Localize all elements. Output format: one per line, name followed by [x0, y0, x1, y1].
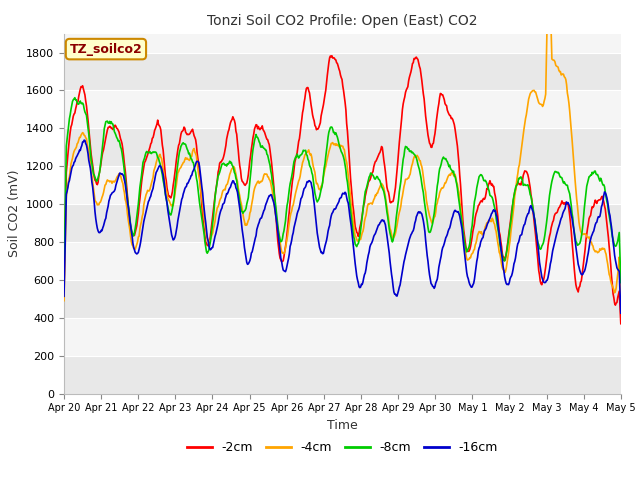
-16cm [128, 234, 136, 240]
-4cm [70, 148, 78, 154]
-2cm [184, 132, 192, 137]
Line: -4cm: -4cm [64, 0, 621, 300]
-8cm [185, 151, 193, 157]
Title: Tonzi Soil CO2 Profile: Open (East) CO2: Tonzi Soil CO2 Profile: Open (East) CO2 [207, 14, 477, 28]
-4cm [426, 216, 434, 221]
Bar [64, 34, 621, 52]
-8cm [71, 95, 79, 101]
-8cm [60, 271, 68, 277]
Bar [64, 280, 621, 318]
Line: -2cm: -2cm [64, 56, 621, 324]
-16cm [185, 179, 193, 185]
-4cm [617, 293, 625, 299]
-2cm [127, 229, 135, 235]
X-axis label: Time: Time [327, 419, 358, 432]
Bar [64, 166, 621, 204]
-16cm [411, 220, 419, 226]
-2cm [411, 56, 419, 62]
Bar [64, 356, 621, 394]
Bar [64, 242, 621, 280]
Line: -16cm: -16cm [64, 140, 621, 313]
Legend: -2cm, -4cm, -8cm, -16cm: -2cm, -4cm, -8cm, -16cm [182, 436, 503, 459]
-2cm [60, 286, 68, 291]
Bar [64, 52, 621, 90]
-8cm [70, 96, 78, 102]
-8cm [128, 229, 136, 235]
-2cm [214, 177, 221, 183]
-16cm [214, 220, 222, 226]
Bar [64, 204, 621, 242]
Line: -8cm: -8cm [64, 98, 621, 283]
-8cm [617, 280, 625, 286]
-16cm [60, 293, 68, 299]
-16cm [70, 159, 78, 165]
Bar [64, 128, 621, 166]
-2cm [428, 144, 435, 150]
-2cm [617, 321, 625, 326]
-4cm [214, 205, 221, 211]
Y-axis label: Soil CO2 (mV): Soil CO2 (mV) [8, 170, 20, 257]
-2cm [70, 111, 78, 117]
-8cm [428, 227, 435, 232]
Bar [64, 318, 621, 356]
-4cm [127, 239, 135, 245]
-16cm [617, 310, 625, 316]
-4cm [60, 298, 68, 303]
-2cm [328, 53, 336, 59]
-8cm [214, 173, 222, 179]
-16cm [80, 137, 88, 143]
-4cm [410, 155, 418, 160]
Text: TZ_soilco2: TZ_soilco2 [70, 43, 142, 56]
-8cm [411, 152, 419, 158]
Bar [64, 90, 621, 128]
-16cm [428, 281, 435, 287]
-4cm [184, 156, 192, 162]
